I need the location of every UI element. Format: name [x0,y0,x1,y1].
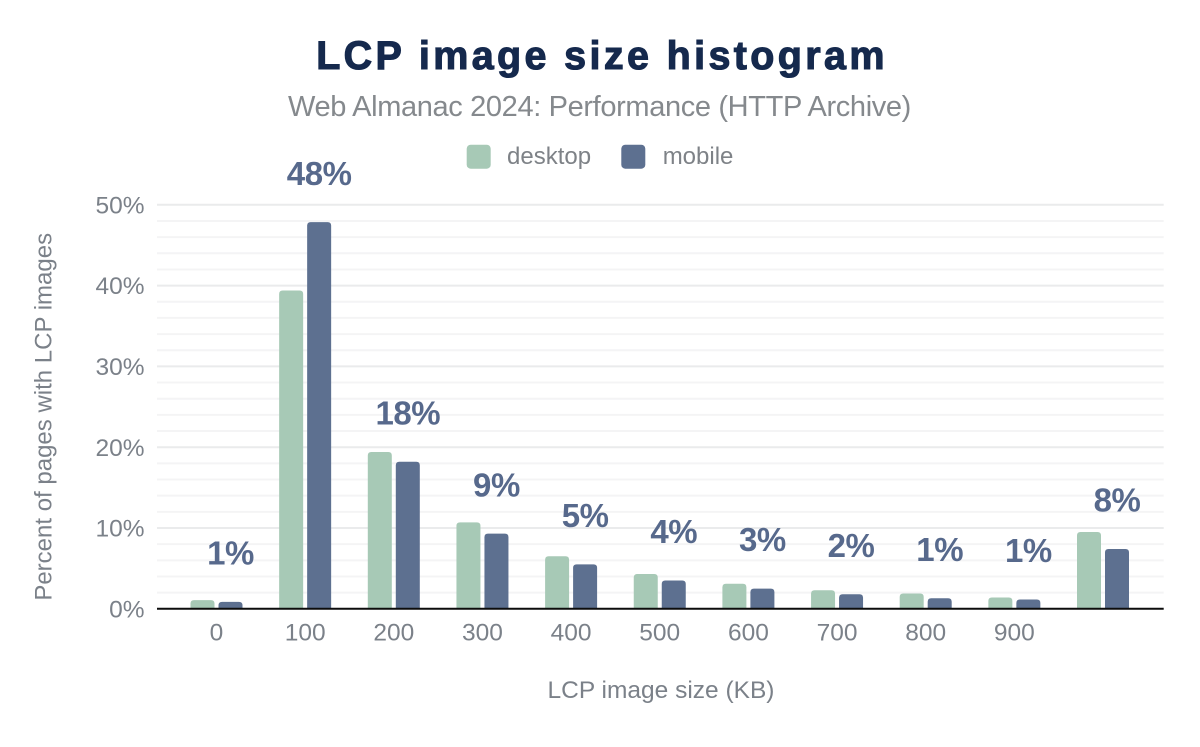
svg-text:48%: 48% [287,155,352,192]
svg-text:200: 200 [373,619,414,646]
svg-text:18%: 18% [375,394,440,431]
svg-text:1%: 1% [916,531,963,568]
svg-text:400: 400 [551,619,592,646]
svg-text:600: 600 [728,619,769,646]
svg-text:1%: 1% [207,535,254,572]
svg-text:100: 100 [285,619,326,646]
svg-text:30%: 30% [95,354,144,381]
svg-text:300: 300 [462,619,503,646]
svg-text:50%: 50% [95,192,144,219]
svg-text:3%: 3% [739,521,786,558]
svg-text:desktop: desktop [507,143,591,170]
svg-text:8%: 8% [1094,482,1141,519]
svg-text:9%: 9% [473,466,520,503]
svg-text:LCP image size (KB): LCP image size (KB) [548,677,775,704]
svg-text:500: 500 [639,619,680,646]
svg-text:mobile: mobile [663,143,734,170]
svg-text:40%: 40% [95,273,144,300]
svg-text:5%: 5% [562,497,609,534]
svg-text:0%: 0% [109,596,144,623]
svg-text:4%: 4% [650,513,697,550]
svg-text:20%: 20% [95,435,144,462]
svg-text:2%: 2% [828,527,875,564]
svg-text:800: 800 [905,619,946,646]
svg-text:LCP image size histogram: LCP image size histogram [316,34,888,78]
svg-text:10%: 10% [95,516,144,543]
svg-text:Web Almanac 2024: Performance: Web Almanac 2024: Performance (HTTP Arch… [288,91,911,123]
svg-text:1%: 1% [1005,532,1052,569]
svg-text:900: 900 [994,619,1035,646]
svg-text:0: 0 [210,619,224,646]
svg-text:Percent of pages with LCP imag: Percent of pages with LCP images [31,233,58,601]
svg-text:700: 700 [817,619,858,646]
